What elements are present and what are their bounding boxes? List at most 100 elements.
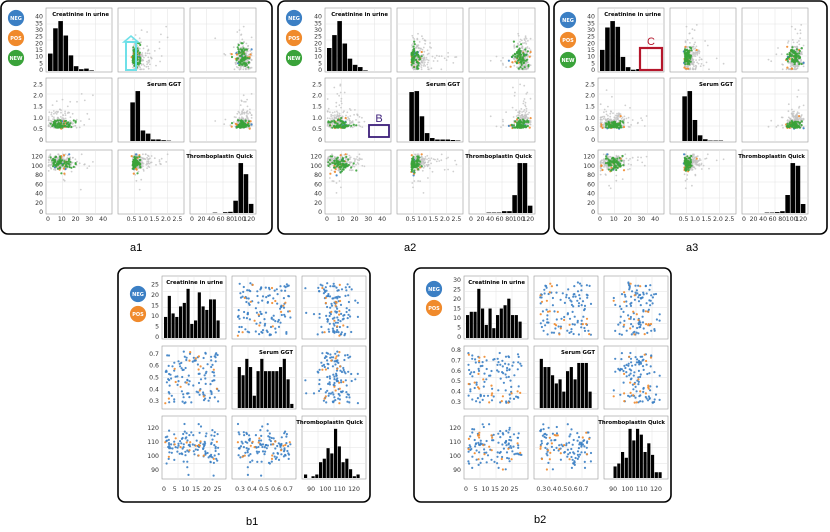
scatter-point-gray — [340, 106, 342, 109]
scatter-point-gray — [627, 159, 630, 162]
x-tick-label: 1.5 — [149, 216, 159, 223]
y-tick-label: 60 — [314, 181, 322, 188]
scatter-point-gray — [142, 168, 145, 171]
scatter-point-new — [792, 122, 795, 125]
x-tick-label: 30 — [85, 216, 93, 223]
scatter-point-gray — [247, 68, 250, 71]
scatter-point-neg — [250, 123, 253, 126]
scatter-point-gray — [86, 167, 89, 170]
x-tick-label: 60 — [496, 216, 504, 223]
scatter-point-new — [795, 126, 799, 129]
scatter-point-gray — [331, 111, 334, 114]
scatter-point-gray — [338, 180, 341, 182]
scatter-point-new — [350, 124, 353, 127]
scatter-point-new — [798, 125, 801, 128]
scatter-point-gray — [336, 115, 339, 118]
scatter-point-gray — [329, 117, 331, 120]
scatter-point-gray — [72, 156, 74, 159]
scatter-point-gray — [609, 112, 612, 115]
scatter-point-new — [67, 160, 70, 163]
scatter-point-gray — [455, 163, 458, 166]
scatter-point-gray — [693, 65, 695, 68]
scatter-point-new — [68, 124, 71, 127]
scatter-point-gray — [150, 155, 153, 157]
scatter-point-new — [522, 58, 525, 62]
scatter-point-gray — [52, 110, 55, 112]
scatter-point-new — [338, 166, 341, 169]
scatter-point-new — [419, 160, 422, 163]
scatter-point-gray — [421, 161, 423, 164]
panel-b1-caption: b1 — [246, 516, 258, 528]
scatter-point-gray — [147, 65, 150, 68]
scatter-point-new — [238, 64, 241, 67]
scatter-point-new — [55, 126, 58, 129]
scatter-point-neg — [68, 153, 71, 156]
scatter-point-pos — [685, 67, 688, 70]
scatter-point-gray — [512, 86, 514, 89]
scatter-point-gray — [417, 180, 419, 182]
scatter-point-new — [58, 160, 61, 163]
scatter-point-gray — [83, 124, 86, 126]
scatter-point-gray — [247, 44, 250, 47]
scatter-point-gray — [238, 29, 241, 31]
scatter-point-gray — [777, 124, 779, 127]
scatter-point-new — [786, 53, 789, 56]
scatter-point-new — [239, 51, 242, 54]
scatter-point-new — [420, 55, 423, 58]
scatter-point-gray — [603, 111, 605, 114]
scatter-point-new — [340, 170, 343, 173]
scatter-point-gray — [236, 112, 239, 115]
scatter-point-new — [333, 121, 336, 124]
scatter-point-gray — [427, 59, 430, 62]
scatter-point-gray — [83, 163, 86, 166]
scatter-point-gray — [700, 63, 703, 65]
variable-label: Creatinine in urine — [604, 12, 661, 18]
scatter-point-gray — [599, 169, 602, 172]
scatter-point-new — [241, 57, 244, 60]
scatter-point-gray — [796, 45, 799, 48]
scatter-point-gray — [52, 118, 54, 120]
scatter-point-gray — [612, 112, 614, 115]
scatter-point-new — [241, 42, 244, 45]
scatter-point-gray — [624, 104, 627, 107]
scatter-point-gray — [238, 111, 241, 114]
scatter-point-gray — [47, 170, 50, 172]
scatter-point-gray — [519, 41, 521, 43]
scatter-point-gray — [423, 162, 426, 165]
histogram-bar — [703, 139, 708, 141]
scatter-point-new — [68, 157, 71, 160]
scatter-point-new — [792, 49, 795, 52]
scatter-point-new — [790, 119, 793, 123]
scatter-point-gray — [242, 25, 245, 28]
scatter-point-new — [798, 52, 801, 55]
scatter-point-new — [333, 162, 336, 165]
scatter-point-new — [60, 122, 63, 125]
scatter-point-gray — [72, 122, 74, 125]
scatter-point-new — [515, 61, 518, 64]
scatter-point-gray — [361, 164, 364, 167]
histogram-bar — [414, 91, 420, 141]
scatter-point-pos — [333, 170, 337, 173]
scatter-point-gray — [47, 116, 50, 118]
scatter-point-gray — [66, 105, 69, 108]
scatter-point-pos — [529, 50, 532, 54]
scatter-point-pos — [511, 61, 514, 64]
scatter-point-new — [684, 52, 687, 56]
scatter-point-new — [686, 59, 689, 63]
scatter-point-gray — [166, 36, 169, 39]
y-tick-label: 1.0 — [312, 115, 322, 122]
scatter-point-gray — [599, 121, 602, 124]
scatter-point-gray — [607, 105, 609, 108]
scatter-point-new — [347, 158, 350, 161]
scatter-point-gray — [233, 116, 236, 118]
scatter-point-gray — [427, 163, 430, 166]
scatter-point-new — [53, 158, 57, 162]
histogram-bar — [687, 91, 693, 141]
cell-a3-r1-c0 — [597, 77, 665, 143]
scatter-point-gray — [348, 108, 351, 110]
scatter-point-gray — [47, 165, 50, 168]
scatter-point-gray — [138, 47, 141, 50]
scatter-point-gray — [333, 116, 336, 118]
scatter-point-new — [139, 158, 142, 162]
